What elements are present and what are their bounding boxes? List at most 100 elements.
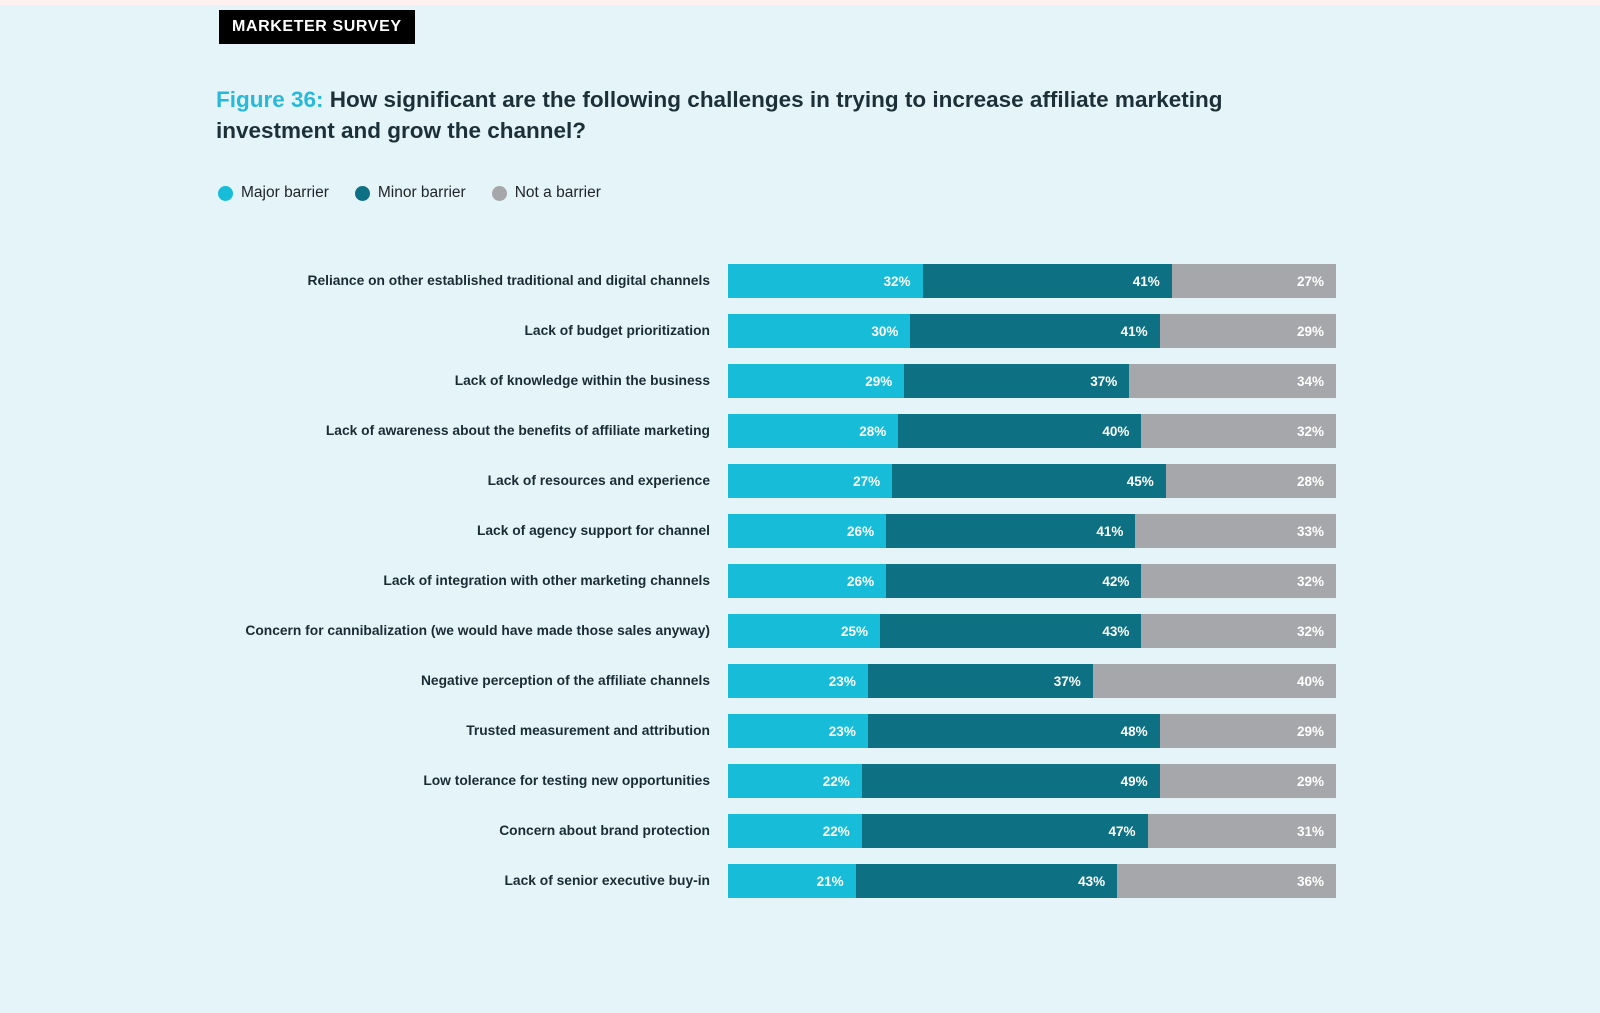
segment-value-label: 27% xyxy=(853,473,881,489)
category-label: Lack of budget prioritization xyxy=(524,323,711,338)
segment-value-label: 42% xyxy=(1102,573,1130,589)
chart-row: Reliance on other established traditiona… xyxy=(216,264,1336,298)
bar-segment-major-barrier: 29% xyxy=(728,364,905,398)
segment-value-label: 32% xyxy=(1296,623,1324,639)
stacked-bar: 27% 45% 28% xyxy=(728,464,1336,498)
segment-value-label: 29% xyxy=(1296,723,1324,739)
bar-segment-minor-barrier: 45% xyxy=(892,464,1166,498)
category-label: Concern about brand protection xyxy=(499,823,710,838)
bar-segment-not-a-barrier: 29% xyxy=(1159,764,1336,798)
segment-value-label: 29% xyxy=(1296,773,1324,789)
segment-value-label: 37% xyxy=(1090,373,1118,389)
segment-value-label: 31% xyxy=(1296,823,1324,839)
segment-value-label: 37% xyxy=(1053,673,1081,689)
chart-row: Low tolerance for testing new opportunit… xyxy=(216,764,1336,798)
segment-value-label: 49% xyxy=(1120,773,1148,789)
segment-value-label: 47% xyxy=(1108,823,1136,839)
chart-row: Lack of senior executive buy-in 21% 43% 36% xyxy=(216,864,1336,898)
bar-segment-minor-barrier: 37% xyxy=(904,364,1130,398)
bar-segment-major-barrier: 23% xyxy=(728,664,868,698)
category-label: Concern for cannibalization (we would ha… xyxy=(245,623,710,638)
bar-segment-not-a-barrier: 28% xyxy=(1165,464,1336,498)
figure-title: Figure 36: How significant are the follo… xyxy=(216,84,1276,146)
segment-value-label: 41% xyxy=(1132,273,1160,289)
legend-dot-icon xyxy=(354,185,370,201)
bar-segment-minor-barrier: 41% xyxy=(922,264,1172,298)
bar-segment-minor-barrier: 43% xyxy=(855,864,1118,898)
segment-value-label: 40% xyxy=(1102,423,1130,439)
segment-value-label: 29% xyxy=(1296,323,1324,339)
segment-value-label: 48% xyxy=(1120,723,1148,739)
bar-segment-not-a-barrier: 27% xyxy=(1171,264,1336,298)
stacked-bar: 23% 37% 40% xyxy=(728,664,1336,698)
bar-segment-major-barrier: 22% xyxy=(728,814,862,848)
bar-segment-major-barrier: 26% xyxy=(728,514,887,548)
chart-row: Lack of resources and experience 27% 45% 28… xyxy=(216,464,1336,498)
stacked-bar: 28% 40% 32% xyxy=(728,414,1336,448)
segment-value-label: 27% xyxy=(1296,273,1324,289)
segment-value-label: 43% xyxy=(1078,873,1106,889)
stacked-bar: 22% 47% 31% xyxy=(728,814,1336,848)
segment-value-label: 40% xyxy=(1296,673,1324,689)
segment-value-label: 32% xyxy=(883,273,911,289)
segment-value-label: 23% xyxy=(828,723,856,739)
bar-segment-minor-barrier: 42% xyxy=(886,564,1142,598)
category-label: Lack of awareness about the benefits of … xyxy=(325,423,710,438)
bar-segment-minor-barrier: 41% xyxy=(910,314,1160,348)
category-label: Lack of knowledge within the business xyxy=(454,373,710,388)
chart-row: Lack of budget prioritization 30% 41% 29% xyxy=(216,314,1336,348)
bar-segment-minor-barrier: 43% xyxy=(880,614,1142,648)
bar-segment-not-a-barrier: 36% xyxy=(1117,864,1336,898)
bar-segment-major-barrier: 28% xyxy=(728,414,899,448)
category-label: Lack of senior executive buy-in xyxy=(504,873,711,888)
segment-value-label: 21% xyxy=(816,873,844,889)
stacked-bar: 21% 43% 36% xyxy=(728,864,1336,898)
segment-value-label: 32% xyxy=(1296,573,1324,589)
bar-segment-minor-barrier: 40% xyxy=(898,414,1142,448)
chart-row: Concern about brand protection 22% 47% 31% xyxy=(216,814,1336,848)
segment-value-label: 29% xyxy=(865,373,893,389)
chart-row: Lack of agency support for channel 26% 41%… xyxy=(216,514,1336,548)
bar-segment-major-barrier: 22% xyxy=(728,764,862,798)
legend-label: Major barrier xyxy=(241,184,329,201)
segment-value-label: 33% xyxy=(1296,523,1324,539)
segment-value-label: 26% xyxy=(847,523,875,539)
segment-value-label: 34% xyxy=(1296,373,1324,389)
segment-value-label: 32% xyxy=(1296,423,1324,439)
segment-value-label: 22% xyxy=(822,823,850,839)
chart-row: Negative perception of the affiliate cha… xyxy=(216,664,1336,698)
bar-segment-not-a-barrier: 29% xyxy=(1159,714,1336,748)
bar-segment-not-a-barrier: 32% xyxy=(1141,564,1336,598)
segment-value-label: 25% xyxy=(840,623,868,639)
bar-segment-not-a-barrier: 33% xyxy=(1135,514,1336,548)
segment-value-label: 41% xyxy=(1120,323,1148,339)
survey-badge: MARKETER SURVEY xyxy=(219,10,415,44)
bar-segment-not-a-barrier: 32% xyxy=(1141,414,1336,448)
category-label: Lack of agency support for channel xyxy=(476,523,710,538)
chart-row: Lack of awareness about the benefits of … xyxy=(216,414,1336,448)
legend-item: Major barrier xyxy=(218,184,329,202)
page-top-strip xyxy=(0,0,1600,5)
chart-row: Concern for cannibalization (we would ha… xyxy=(216,614,1336,648)
bar-segment-not-a-barrier: 29% xyxy=(1159,314,1336,348)
bar-segment-major-barrier: 32% xyxy=(728,264,923,298)
bar-segment-major-barrier: 30% xyxy=(728,314,911,348)
bar-segment-minor-barrier: 49% xyxy=(861,764,1160,798)
chart-row: Lack of integration with other marketing… xyxy=(216,564,1336,598)
legend-dot-icon xyxy=(218,185,233,201)
bar-segment-major-barrier: 21% xyxy=(728,864,856,898)
bar-segment-major-barrier: 27% xyxy=(728,464,893,498)
category-label: Low tolerance for testing new opportunit… xyxy=(423,773,710,788)
legend-label: Not a barrier xyxy=(514,184,601,201)
bar-segment-major-barrier: 23% xyxy=(728,714,868,748)
chart-legend: Major barrier Minor barrier Not a barrier xyxy=(218,184,601,202)
segment-value-label: 23% xyxy=(828,673,856,689)
chart-row: Trusted measurement and attribution 23% 48… xyxy=(216,714,1336,748)
segment-value-label: 30% xyxy=(871,323,899,339)
legend-dot-icon xyxy=(491,185,507,201)
stacked-bar: 25% 43% 32% xyxy=(728,614,1336,648)
segment-value-label: 26% xyxy=(847,573,875,589)
stacked-bar: 32% 41% 27% xyxy=(728,264,1336,298)
bar-segment-minor-barrier: 48% xyxy=(867,714,1160,748)
stacked-bar: 26% 42% 32% xyxy=(728,564,1336,598)
